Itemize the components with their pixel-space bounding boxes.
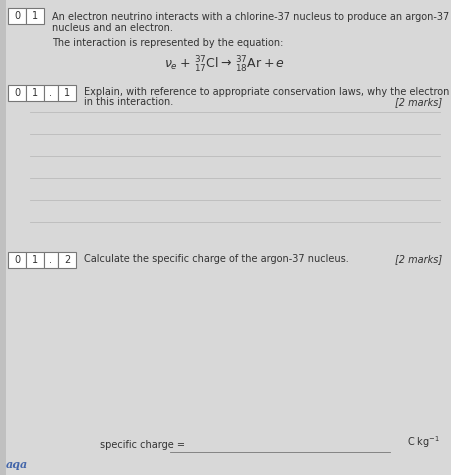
Text: Calculate the specific charge of the argon-37 nucleus.: Calculate the specific charge of the arg… xyxy=(84,254,349,264)
Text: [2 marks]: [2 marks] xyxy=(395,254,442,264)
FancyBboxPatch shape xyxy=(8,252,26,268)
Text: 1: 1 xyxy=(32,88,38,98)
Text: 1: 1 xyxy=(64,88,70,98)
Text: 1: 1 xyxy=(32,255,38,265)
FancyBboxPatch shape xyxy=(0,0,6,475)
Text: aqa: aqa xyxy=(6,459,28,470)
FancyBboxPatch shape xyxy=(26,85,44,101)
Text: specific charge =: specific charge = xyxy=(100,440,188,450)
FancyBboxPatch shape xyxy=(44,85,58,101)
FancyBboxPatch shape xyxy=(44,252,58,268)
FancyBboxPatch shape xyxy=(8,85,26,101)
Text: The interaction is represented by the equation:: The interaction is represented by the eq… xyxy=(52,38,283,48)
Text: 0: 0 xyxy=(14,255,20,265)
Text: An electron neutrino interacts with a chlorine-37 nucleus to produce an argon-37: An electron neutrino interacts with a ch… xyxy=(52,12,449,22)
Text: 1: 1 xyxy=(32,11,38,21)
Text: Explain, with reference to appropriate conservation laws, why the electron is em: Explain, with reference to appropriate c… xyxy=(84,87,451,97)
FancyBboxPatch shape xyxy=(26,252,44,268)
Text: 0: 0 xyxy=(14,11,20,21)
Text: in this interaction.: in this interaction. xyxy=(84,97,173,107)
Text: $\nu_e +\, ^{37}_{17}\mathrm{Cl} \rightarrow\, ^{37}_{18}\mathrm{Ar} + e$: $\nu_e +\, ^{37}_{17}\mathrm{Cl} \righta… xyxy=(165,55,285,75)
Text: 2: 2 xyxy=(64,255,70,265)
Text: C kg$^{-1}$: C kg$^{-1}$ xyxy=(407,434,440,450)
FancyBboxPatch shape xyxy=(58,252,76,268)
Text: .: . xyxy=(50,255,52,265)
FancyBboxPatch shape xyxy=(8,8,26,24)
FancyBboxPatch shape xyxy=(58,85,76,101)
Text: [2 marks]: [2 marks] xyxy=(395,97,442,107)
FancyBboxPatch shape xyxy=(26,8,44,24)
Text: nucleus and an electron.: nucleus and an electron. xyxy=(52,23,173,33)
Text: .: . xyxy=(50,88,52,98)
Text: 0: 0 xyxy=(14,88,20,98)
